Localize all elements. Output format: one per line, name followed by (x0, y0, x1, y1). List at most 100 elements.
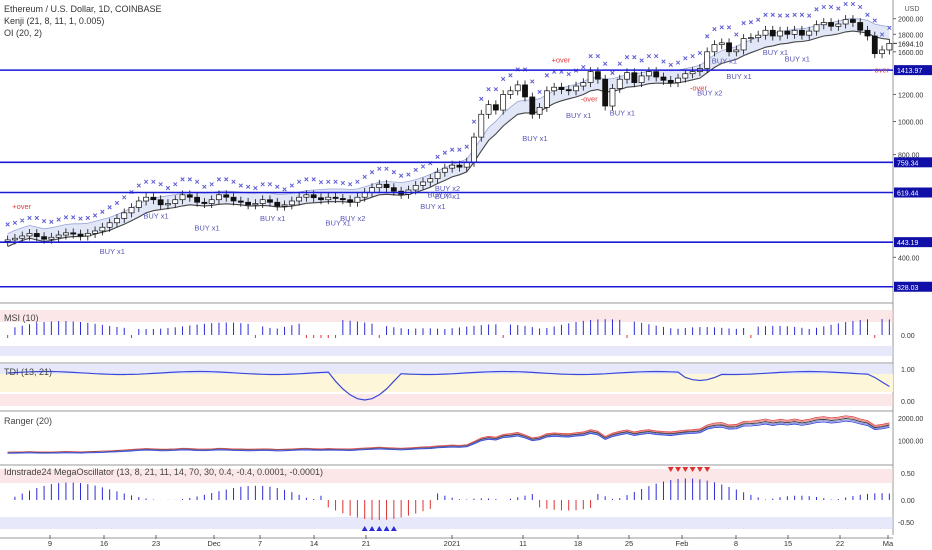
mega-tick: -0.50 (898, 520, 914, 527)
cross-marker (479, 96, 484, 101)
candle (857, 22, 864, 31)
tdi-tick: 1.00 (901, 367, 915, 374)
cross-marker (340, 180, 345, 186)
cross-marker (493, 87, 499, 92)
candle (485, 104, 492, 115)
candle (813, 24, 820, 32)
cross-marker (173, 182, 178, 187)
mega-tick: 0.00 (901, 498, 915, 505)
candle (653, 71, 660, 78)
mega-sell-arrow (675, 467, 682, 472)
candle (558, 86, 565, 90)
cross-marker (471, 119, 477, 124)
level-price-box (894, 237, 932, 248)
price-axis: USD 2000.00 1800.00 1600.00 1200.00 1000.00 80… (893, 6, 932, 527)
cross-marker (187, 177, 192, 182)
cross-marker (71, 215, 76, 220)
msi-upper-zone (0, 310, 893, 322)
candle (325, 196, 332, 201)
signal-label: BUY x1 (566, 111, 591, 120)
cross-marker (588, 53, 593, 59)
candle (609, 88, 616, 107)
cross-marker (56, 217, 61, 222)
cross-marker (734, 32, 739, 37)
x-tick-label: 11 (519, 539, 527, 548)
cross-marker (194, 179, 200, 184)
candle (296, 196, 303, 202)
cross-marker (114, 200, 120, 206)
signal-label: BUY x1 (194, 223, 219, 232)
cross-marker (406, 172, 411, 177)
cross-marker (821, 4, 826, 10)
msi-pane (0, 310, 893, 356)
candle (252, 203, 259, 206)
cross-marker (435, 154, 440, 159)
signal-label: +over (551, 56, 570, 65)
cross-marker (151, 179, 156, 184)
cross-marker (690, 53, 695, 59)
cross-marker (683, 56, 688, 61)
candle (157, 199, 164, 206)
candle (143, 196, 149, 202)
level-price-label: 759.34 (897, 160, 919, 167)
cross-marker (449, 147, 455, 152)
candle (551, 86, 558, 92)
candle (383, 183, 390, 189)
cross-marker (741, 20, 746, 26)
x-tick-label: 15 (784, 539, 792, 548)
x-tick-label: 14 (310, 539, 318, 548)
cross-marker (610, 70, 615, 76)
axis-background (894, 0, 932, 550)
signal-label: BUY x1 (610, 108, 635, 117)
candle (274, 201, 281, 207)
level-price-label: 328.03 (897, 285, 919, 292)
cross-marker (646, 53, 652, 59)
candle (522, 84, 528, 98)
candle (645, 71, 652, 77)
currency-label: USD (905, 6, 920, 13)
cross-marker (537, 89, 542, 95)
candle (288, 200, 295, 206)
y-tick-label: 400.00 (898, 255, 920, 262)
candle (259, 199, 266, 204)
tdi-pane (0, 364, 893, 406)
cross-marker (799, 12, 805, 17)
mega-upper-zone (0, 469, 893, 483)
cross-marker (464, 144, 469, 149)
cross-marker (807, 13, 812, 18)
signal-label: BUY x1 (260, 214, 285, 223)
candle (529, 96, 536, 115)
cross-marker (595, 53, 601, 59)
signal-label: -over (690, 84, 708, 93)
cross-marker (347, 182, 353, 187)
candle (850, 19, 856, 23)
candle (689, 71, 696, 75)
level-price-label: 619.44 (897, 191, 919, 198)
candle (63, 232, 69, 236)
x-tick-label: 2021 (444, 539, 461, 548)
candle (245, 201, 252, 206)
candle (281, 204, 288, 207)
signal-label: -over (581, 95, 599, 104)
cross-marker (712, 26, 717, 32)
cross-marker (726, 25, 732, 30)
candle (19, 235, 26, 239)
candle (791, 29, 798, 35)
y-tick-label: 1200.00 (898, 92, 923, 99)
cross-marker (5, 222, 10, 227)
y-tick-label: 2000.00 (898, 17, 923, 24)
kenji-legend: Kenji (21, 8, 11, 1, 0.005) (4, 16, 105, 26)
cross-marker (20, 218, 25, 223)
signal-label: BUY x1 (712, 57, 737, 66)
candle (573, 85, 579, 92)
cross-marker (500, 76, 506, 82)
candle (390, 187, 397, 192)
cross-marker (333, 179, 338, 184)
mega-buy-arrow (390, 526, 397, 531)
msi-lower-zone (0, 346, 893, 356)
candle (711, 44, 718, 53)
cross-marker (92, 213, 98, 218)
cross-marker (238, 183, 243, 188)
msi-tick: 0.00 (901, 333, 915, 340)
